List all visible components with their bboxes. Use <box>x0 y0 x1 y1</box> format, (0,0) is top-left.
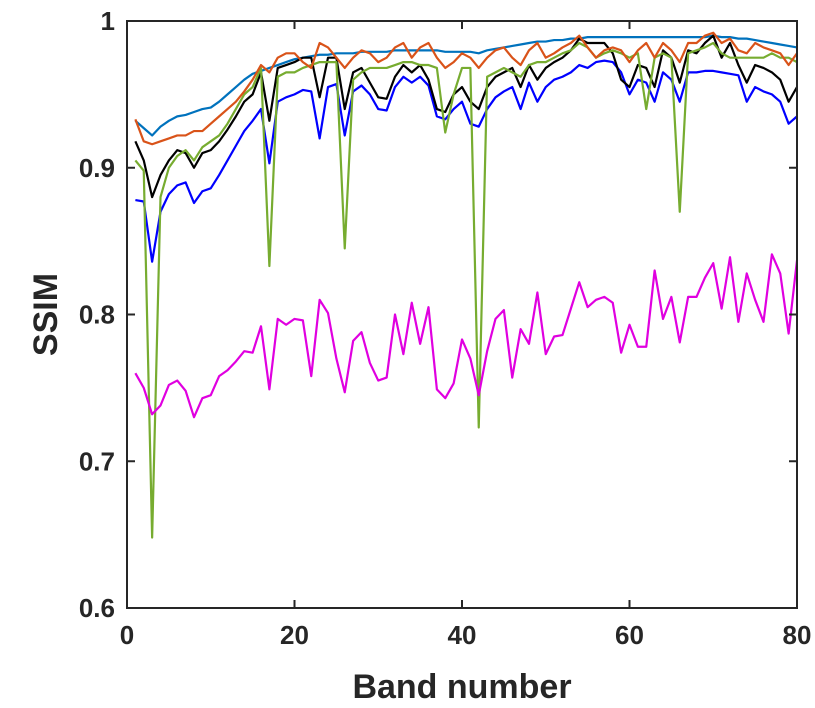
y-tick-label: 0.9 <box>79 153 115 183</box>
x-axis-label: Band number <box>352 668 571 706</box>
series-line-1 <box>134 34 798 137</box>
tick-labels: 0 20 40 60 80 0.6 0.7 0.8 0.9 1 <box>79 6 812 650</box>
x-tick-label: 40 <box>448 620 477 650</box>
series-line-2 <box>135 59 798 263</box>
x-tick-label: 80 <box>783 620 812 650</box>
series-layer <box>134 31 799 539</box>
y-tick-label: 0.7 <box>79 446 115 476</box>
series-line-4 <box>134 41 798 539</box>
y-tick-label: 1 <box>101 6 115 36</box>
series-line-5 <box>134 31 798 146</box>
series-line-6 <box>134 253 799 419</box>
x-tick-label: 60 <box>615 620 644 650</box>
series-line-3 <box>134 34 798 199</box>
x-tick-label: 20 <box>280 620 309 650</box>
y-axis-label: SSIM <box>27 273 65 356</box>
y-tick-label: 0.6 <box>79 593 115 623</box>
x-tick-label: 0 <box>120 620 134 650</box>
ticks-layer <box>126 20 798 609</box>
y-tick-label: 0.8 <box>79 300 115 330</box>
